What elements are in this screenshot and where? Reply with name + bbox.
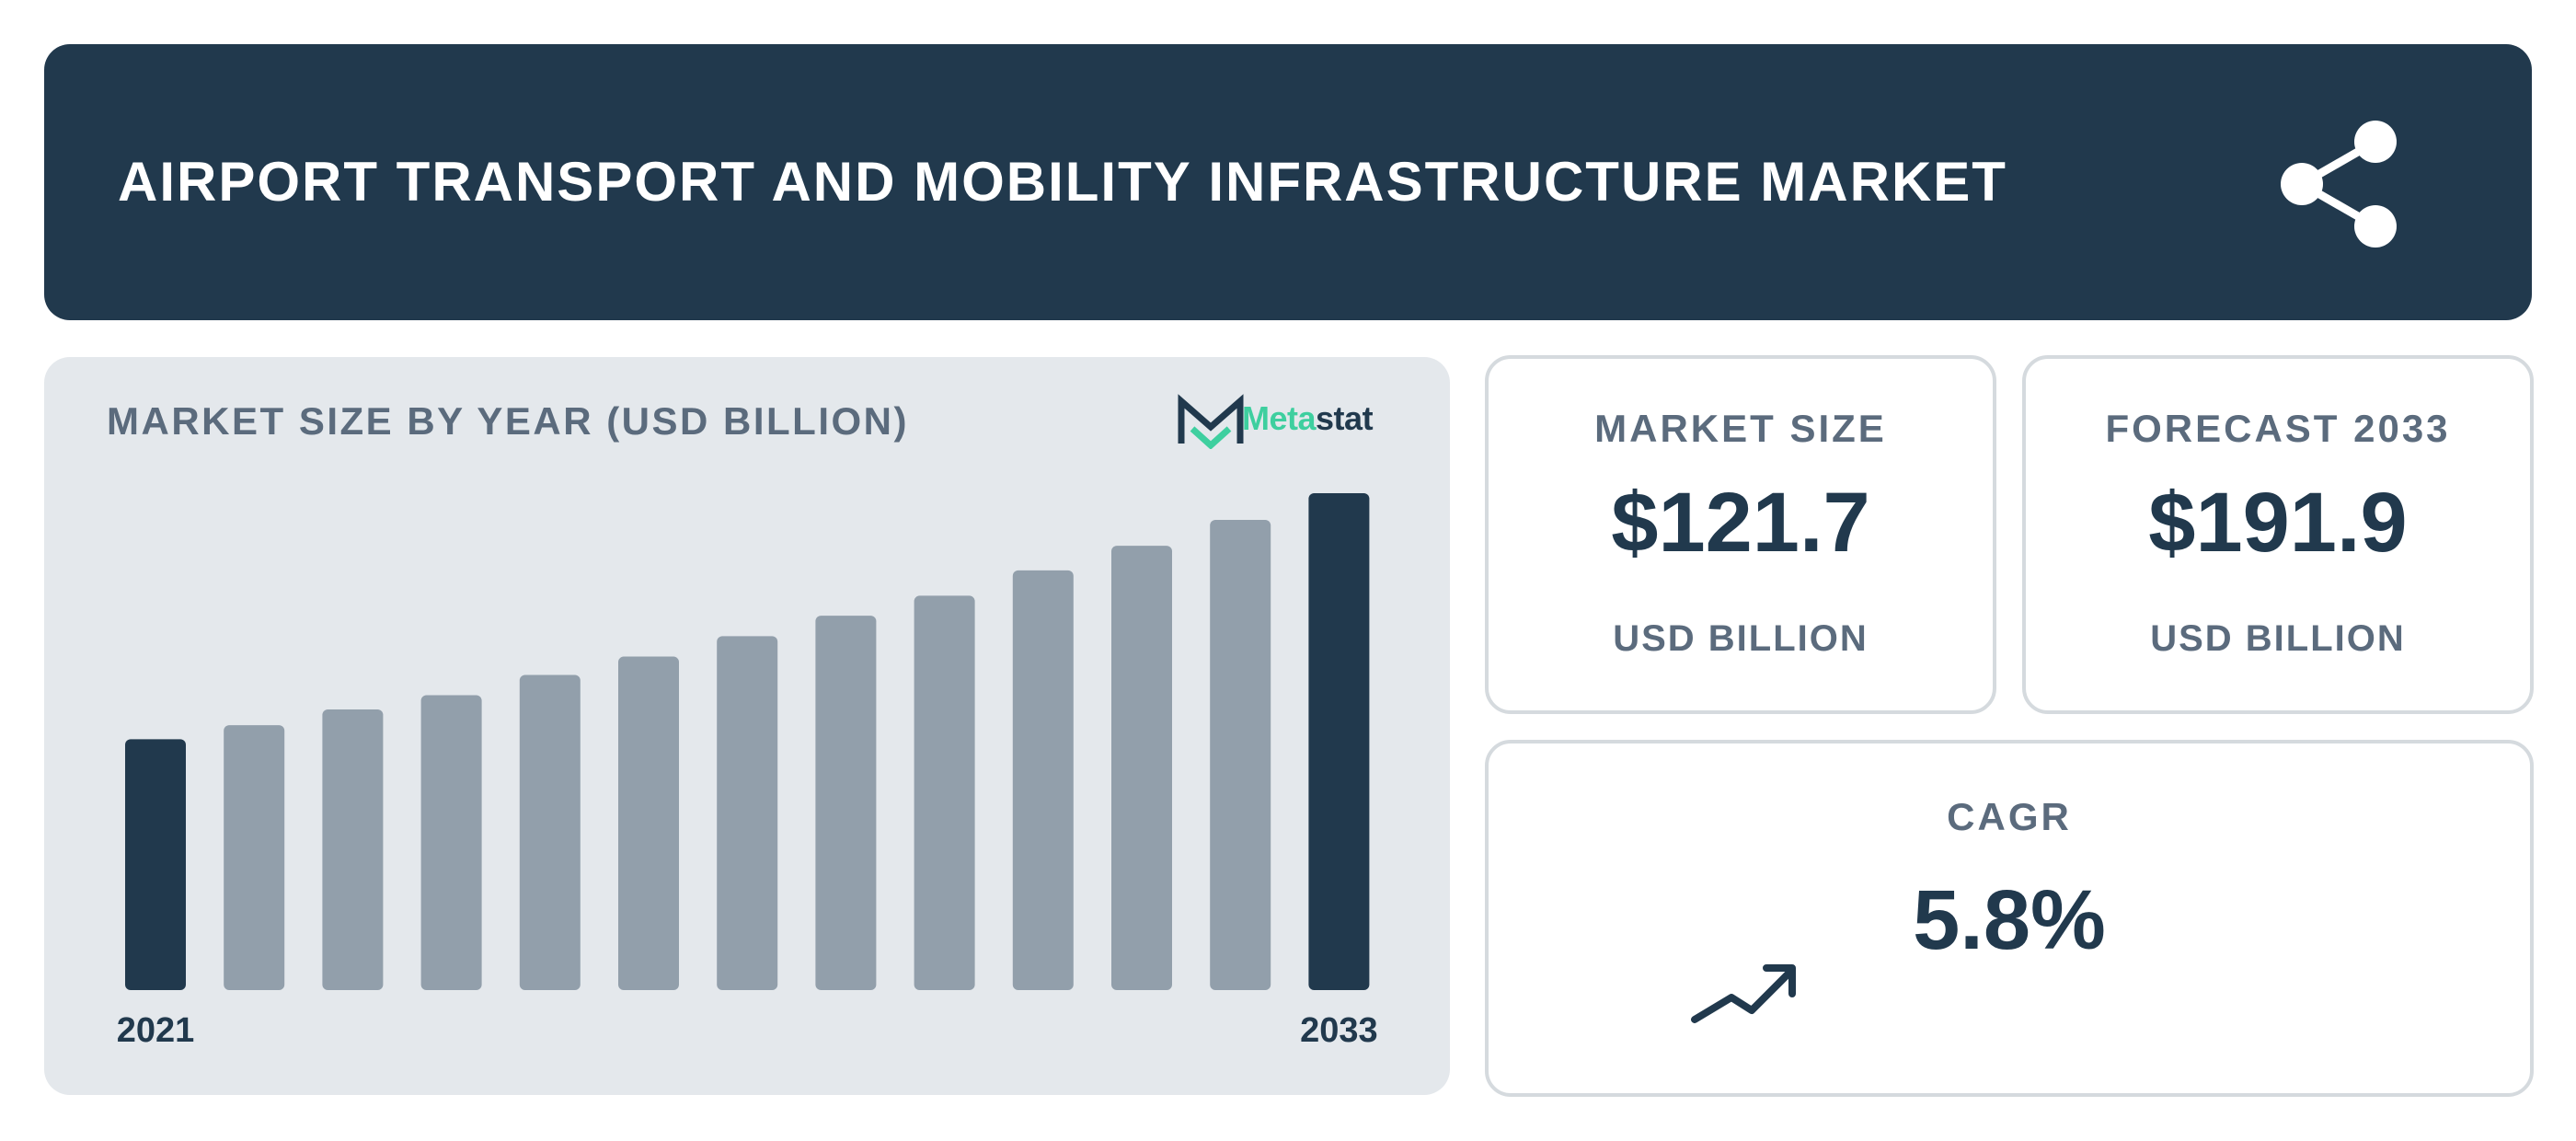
bar-2021 (125, 739, 186, 990)
bar-2027 (717, 636, 778, 990)
bar-2032 (1210, 519, 1271, 990)
bar-2024 (420, 695, 482, 990)
bar-2030 (1012, 570, 1074, 990)
forecast-unit: USD BILLION (2150, 618, 2406, 659)
page-title: AIRPORT TRANSPORT AND MOBILITY INFRASTRU… (118, 151, 2007, 213)
forecast-card: FORECAST 2033 $191.9 USD BILLION (2022, 355, 2534, 714)
bar-2029 (914, 595, 975, 990)
bar-chart: 2021 2033 (117, 493, 1378, 1050)
x-tick-label-2033: 2033 (1300, 1011, 1378, 1050)
market-size-unit: USD BILLION (1613, 618, 1869, 659)
brand-logo: Metastat (1178, 394, 1408, 449)
trend-up-icon (1691, 964, 1796, 1023)
bar-2031 (1111, 546, 1172, 990)
market-size-chart-panel: MARKET SIZE BY YEAR (USD BILLION) Metast… (44, 357, 1450, 1095)
cagr-value: 5.8% (1913, 873, 2106, 967)
bar-2026 (618, 656, 679, 990)
brand-name-part2: stat (1316, 399, 1374, 437)
x-tick-label-2021: 2021 (117, 1011, 195, 1050)
chart-title: MARKET SIZE BY YEAR (USD BILLION) (107, 399, 909, 443)
cagr-card: CAGR 5.8% (1485, 740, 2534, 1097)
header-banner: AIRPORT TRANSPORT AND MOBILITY INFRASTRU… (44, 44, 2532, 320)
cagr-label: CAGR (1947, 795, 2072, 838)
bar-2025 (519, 674, 581, 990)
share-icon[interactable] (2274, 120, 2403, 248)
bar-2033 (1308, 493, 1370, 990)
market-size-label: MARKET SIZE (1594, 407, 1887, 450)
brand-name-part1: Meta (1242, 399, 1317, 437)
forecast-label: FORECAST 2033 (2105, 407, 2451, 450)
forecast-value: $191.9 (2148, 476, 2408, 570)
metastat-m-logo (1178, 394, 1244, 449)
market-size-card: MARKET SIZE $121.7 USD BILLION (1485, 355, 1996, 714)
bar-2023 (322, 709, 384, 990)
bar-2028 (815, 616, 877, 990)
brand-name: Metastat (1242, 399, 1374, 438)
bar-2022 (224, 725, 285, 990)
market-size-value: $121.7 (1611, 476, 1870, 570)
